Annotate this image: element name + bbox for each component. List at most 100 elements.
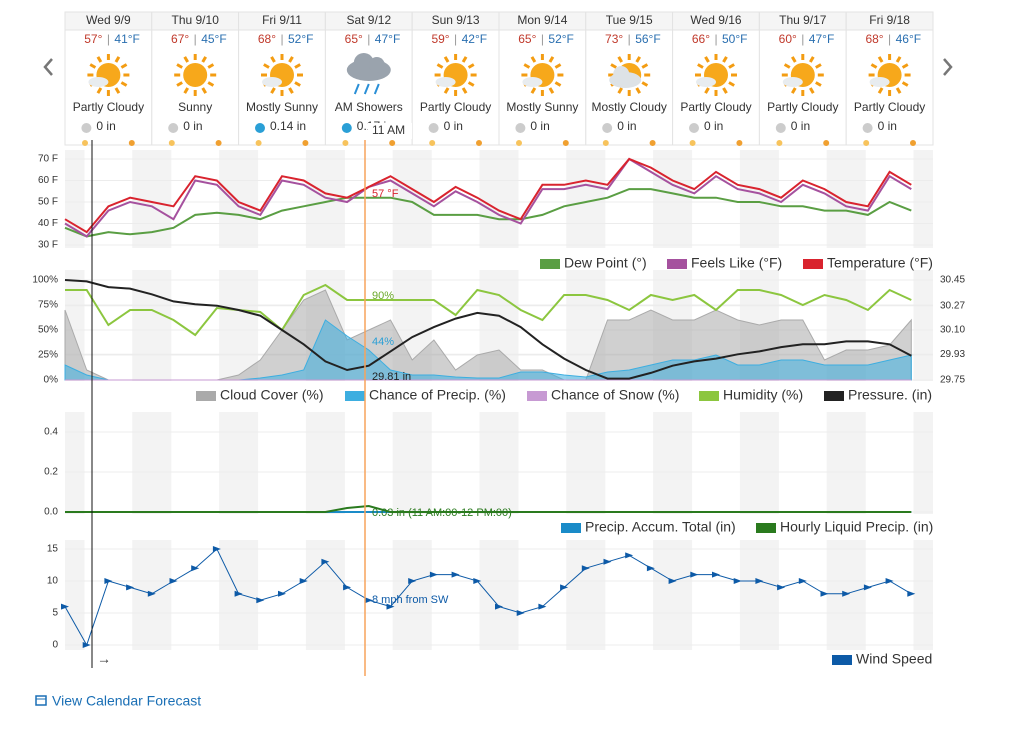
condition: Partly Cloudy	[420, 100, 491, 114]
sun-ray	[704, 87, 710, 94]
day-low: 42°F	[462, 32, 487, 46]
cloud	[696, 77, 716, 87]
day-high: 67°	[171, 32, 189, 46]
day-high: 68°	[258, 32, 276, 46]
night-band	[132, 412, 172, 514]
night-band	[913, 540, 933, 650]
day-high: 73°	[605, 32, 623, 46]
sun-ray	[548, 87, 555, 94]
legend-label: Precip. Accum. Total (in)	[585, 519, 736, 535]
precip: 0 in	[791, 119, 810, 133]
sunrise-icon	[82, 140, 88, 146]
legend-swatch	[667, 259, 687, 269]
sunset-icon	[389, 140, 396, 146]
night-band	[305, 412, 345, 514]
sun-ray	[96, 56, 103, 63]
drop-icon	[168, 123, 179, 133]
tick-label: 40 F	[38, 218, 58, 229]
night-band	[566, 540, 606, 650]
sun-ray	[114, 56, 121, 63]
day-name: Sat 9/12	[346, 13, 391, 27]
legend-swatch	[756, 523, 776, 533]
sunset-icon	[215, 140, 222, 146]
sun-ray	[176, 81, 183, 87]
wind-marker	[408, 578, 417, 584]
tick-label: 29.93	[940, 349, 965, 360]
sunrise-icon	[168, 140, 175, 146]
day-low: 50°F	[722, 32, 747, 46]
legend-label: Pressure. (in)	[848, 387, 932, 403]
precip: 0 in	[96, 119, 115, 133]
night-band	[65, 412, 85, 514]
cloud	[262, 77, 282, 87]
precip: 0 in	[530, 119, 549, 133]
sun-ray	[183, 87, 189, 94]
sun-ray	[270, 56, 276, 63]
weather-icon	[434, 54, 477, 96]
wind-marker	[668, 578, 677, 584]
sun-ray	[815, 63, 822, 69]
day-high: 68°	[865, 32, 883, 46]
wind-marker	[104, 578, 113, 584]
wind-marker	[863, 584, 872, 591]
calendar-link[interactable]: View Calendar Forecast	[52, 693, 201, 709]
weather-icon	[87, 54, 130, 96]
sunrise-icon	[516, 140, 522, 146]
wind-marker	[798, 578, 807, 584]
day-high: 60°	[779, 32, 797, 46]
wind-marker	[386, 603, 395, 610]
day-low: 45°F	[201, 32, 226, 46]
night-band	[219, 412, 259, 514]
next-arrow[interactable]	[943, 58, 953, 76]
annotation: 0.03 in (11 AM:00-12 PM:00)	[372, 507, 512, 519]
separator: |	[280, 32, 283, 46]
line	[64, 188, 912, 238]
drop-icon	[255, 123, 265, 133]
sun-ray	[704, 56, 710, 63]
annotation: 90%	[372, 290, 394, 302]
legend-swatch	[345, 391, 365, 401]
sunrise-icon	[429, 140, 436, 146]
sun-ray	[443, 87, 450, 94]
cursor-label: 11 AM	[372, 123, 405, 137]
wind-marker	[603, 558, 612, 565]
cloud	[613, 66, 630, 82]
sun-ray	[530, 56, 537, 63]
cursor-label-bg	[368, 123, 412, 139]
cloud	[368, 57, 385, 73]
legend-label: Hourly Liquid Precip. (in)	[780, 519, 933, 535]
night-band	[479, 150, 519, 248]
legend-swatch	[832, 655, 852, 665]
night-band	[913, 150, 933, 248]
legend-label: Humidity (%)	[723, 387, 803, 403]
rain	[363, 83, 370, 95]
day-low: 56°F	[635, 32, 660, 46]
tick-label: 50%	[38, 325, 58, 336]
sun-ray	[548, 56, 555, 63]
annotation: 44%	[372, 336, 394, 348]
line	[65, 283, 912, 337]
separator: |	[714, 32, 717, 46]
rain	[373, 83, 380, 95]
wind-marker	[429, 571, 438, 578]
wind-marker	[473, 578, 482, 584]
night-band	[132, 270, 172, 381]
line	[64, 548, 912, 647]
sunrise-icon	[342, 140, 349, 146]
separator: |	[888, 32, 891, 46]
sun-ray	[461, 56, 468, 63]
legend-label: Wind Speed	[856, 651, 932, 667]
sun-ray	[809, 87, 815, 94]
sun-ray	[783, 63, 791, 69]
drop-icon	[341, 123, 352, 133]
legend-label: Chance of Precip. (%)	[369, 387, 506, 403]
sun-ray	[635, 87, 641, 94]
backgrounds	[65, 150, 933, 650]
separator: |	[367, 32, 370, 46]
precip: 0.14 in	[270, 119, 306, 133]
weather-icon	[608, 54, 651, 96]
sun-ray	[443, 56, 450, 63]
weather-icon	[521, 54, 564, 96]
prev-arrow[interactable]	[43, 58, 53, 76]
footer-link[interactable]: View Calendar Forecast	[35, 693, 201, 709]
